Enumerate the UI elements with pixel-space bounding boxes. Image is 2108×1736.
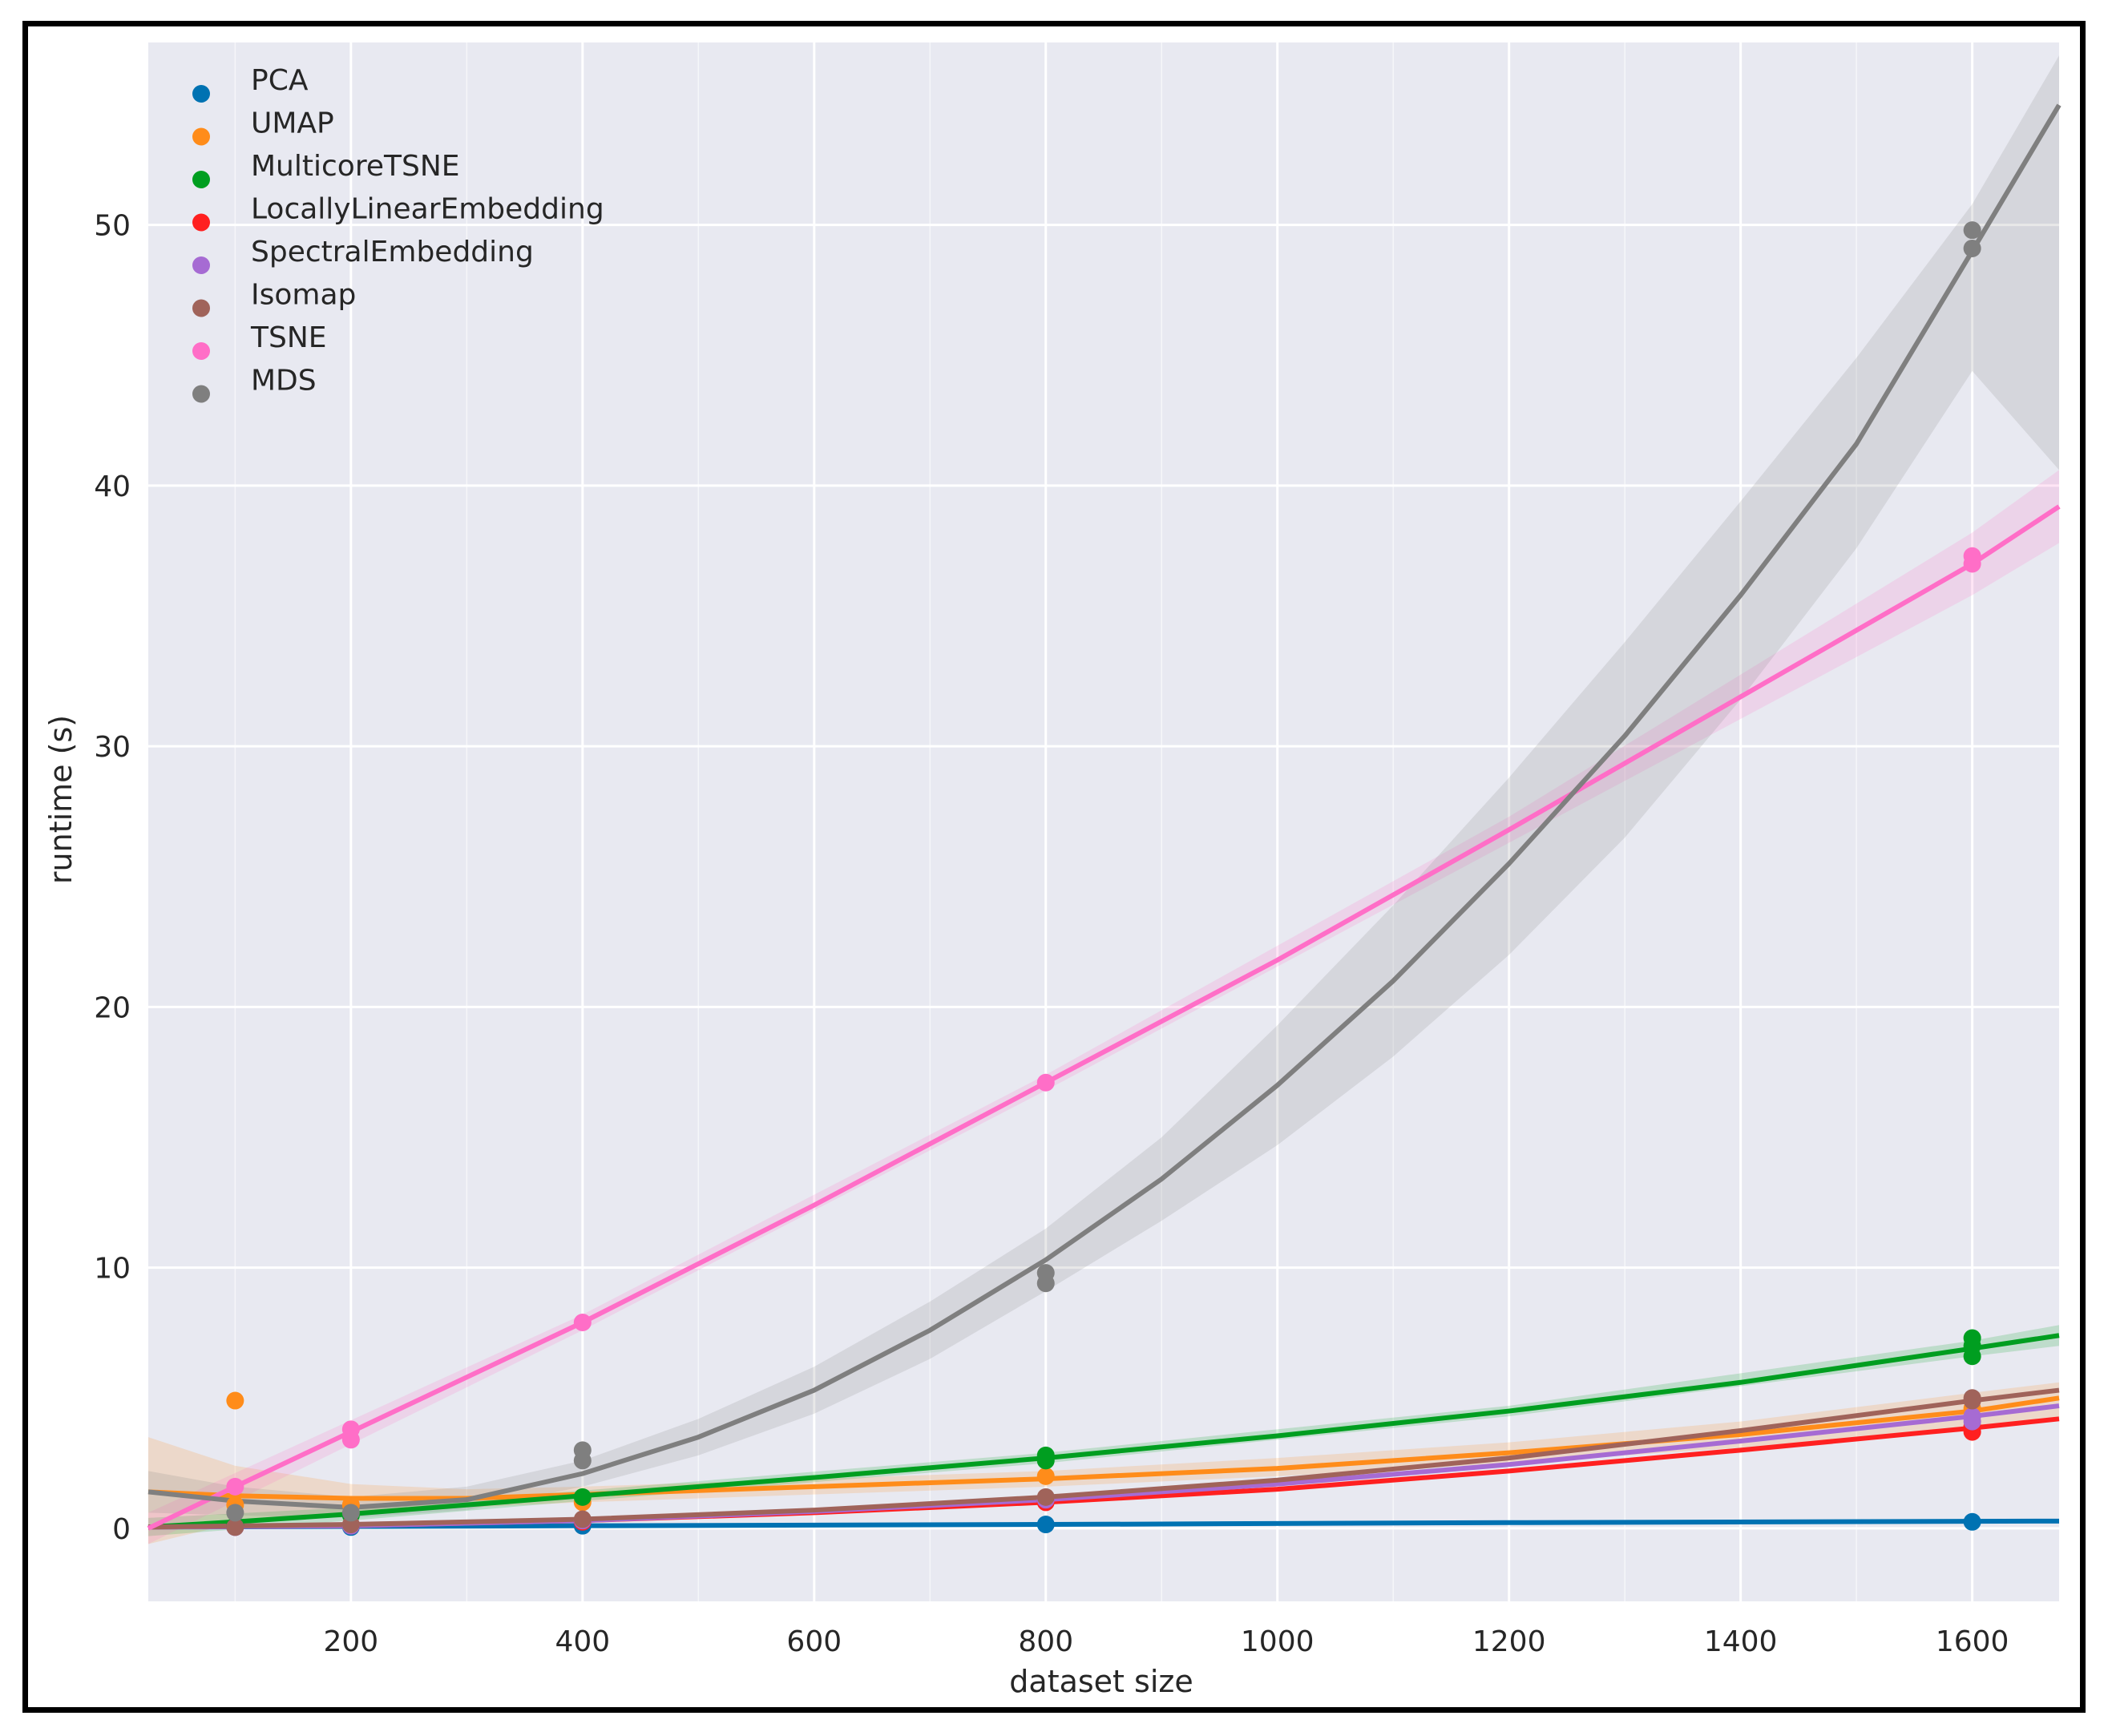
isomap-legend-marker <box>192 299 210 317</box>
pca-legend-label: PCA <box>251 64 309 97</box>
spectralembedding-legend-label: SpectralEmbedding <box>251 236 534 268</box>
grid-lines <box>148 42 2059 1601</box>
umap-legend-marker <box>192 127 210 146</box>
mds-point <box>1963 239 1981 257</box>
tsne-point <box>341 1420 360 1439</box>
multicoretsne-point <box>1036 1446 1055 1464</box>
multicoretsne-legend-marker <box>192 171 210 188</box>
tsne-point <box>226 1477 244 1496</box>
y-tick-label: 50 <box>94 210 131 243</box>
plot-background <box>148 42 2059 1601</box>
mds-fit-line <box>147 103 2062 1510</box>
tsne-legend-label: TSNE <box>250 321 327 354</box>
spectralembedding-point <box>1963 1407 1981 1426</box>
x-tick-labels: 200 400 600 800 1000 1200 1400 1600 <box>323 1625 2009 1658</box>
pca-point <box>1036 1516 1055 1534</box>
y-tick-labels: 0 10 20 30 40 50 <box>94 210 131 1546</box>
multicoretsne-point <box>573 1488 592 1506</box>
legend: PCA UMAP MulticoreTSNE LocallyLinearEmbeddi… <box>192 64 604 403</box>
x-tick-label: 1000 <box>1241 1625 1314 1658</box>
mds-legend-marker <box>192 385 210 403</box>
tsne-legend-marker <box>192 342 210 360</box>
x-tick-label: 1400 <box>1704 1625 1778 1658</box>
mds-legend-label: MDS <box>251 365 317 398</box>
mds-point <box>1036 1264 1055 1282</box>
isomap-fit-line <box>147 1387 2060 1530</box>
y-tick-label: 10 <box>94 1253 131 1286</box>
multicoretsne-legend-label: MulticoreTSNE <box>251 150 460 183</box>
tsne-point <box>573 1313 592 1331</box>
y-axis-label: runtime (s) <box>43 715 79 884</box>
x-tick-label: 400 <box>555 1625 610 1658</box>
y-tick-label: 30 <box>94 731 131 764</box>
locallylinearembedding-legend-marker <box>192 213 210 232</box>
x-tick-label: 1600 <box>1936 1625 2009 1658</box>
mds-point <box>1963 221 1981 240</box>
x-tick-label: 1200 <box>1472 1625 1546 1658</box>
pca-legend-marker <box>192 85 210 103</box>
y-tick-label: 0 <box>112 1513 131 1546</box>
x-tick-label: 200 <box>323 1625 378 1658</box>
isomap-legend-label: Isomap <box>251 279 356 312</box>
spectralembedding-legend-marker <box>192 256 210 274</box>
umap-legend-label: UMAP <box>251 107 334 140</box>
runtime-chart: 200 400 600 800 1000 1200 1400 1600 0 10 20 30 40 50… <box>43 42 2062 1699</box>
mds-point <box>226 1504 244 1522</box>
tsne-point <box>1963 547 1981 565</box>
isomap-point <box>573 1510 592 1528</box>
isomap-point <box>1963 1389 1981 1407</box>
x-axis-label: dataset size <box>1009 1664 1193 1699</box>
y-tick-label: 20 <box>94 991 131 1024</box>
umap-fit-line <box>147 1395 2060 1501</box>
figure-frame: 200 400 600 800 1000 1200 1400 1600 0 10 20 30 40 50… <box>22 21 2086 1713</box>
multicoretsne-point <box>1963 1329 1981 1347</box>
tsne-point <box>1036 1073 1055 1092</box>
mds-confidence-band <box>148 55 2059 1518</box>
isomap-point <box>1036 1488 1055 1506</box>
x-tick-label: 600 <box>786 1625 842 1658</box>
mds-point <box>341 1504 360 1522</box>
pca-point <box>1963 1512 1981 1531</box>
x-tick-label: 800 <box>1018 1625 1073 1658</box>
mds-point <box>573 1441 592 1459</box>
umap-point <box>1036 1467 1055 1485</box>
y-tick-label: 40 <box>94 470 131 503</box>
locallylinearembedding-legend-label: LocallyLinearEmbedding <box>251 193 604 226</box>
umap-point <box>226 1391 244 1410</box>
data-points <box>226 221 1981 1536</box>
isomap-point <box>226 1518 244 1536</box>
